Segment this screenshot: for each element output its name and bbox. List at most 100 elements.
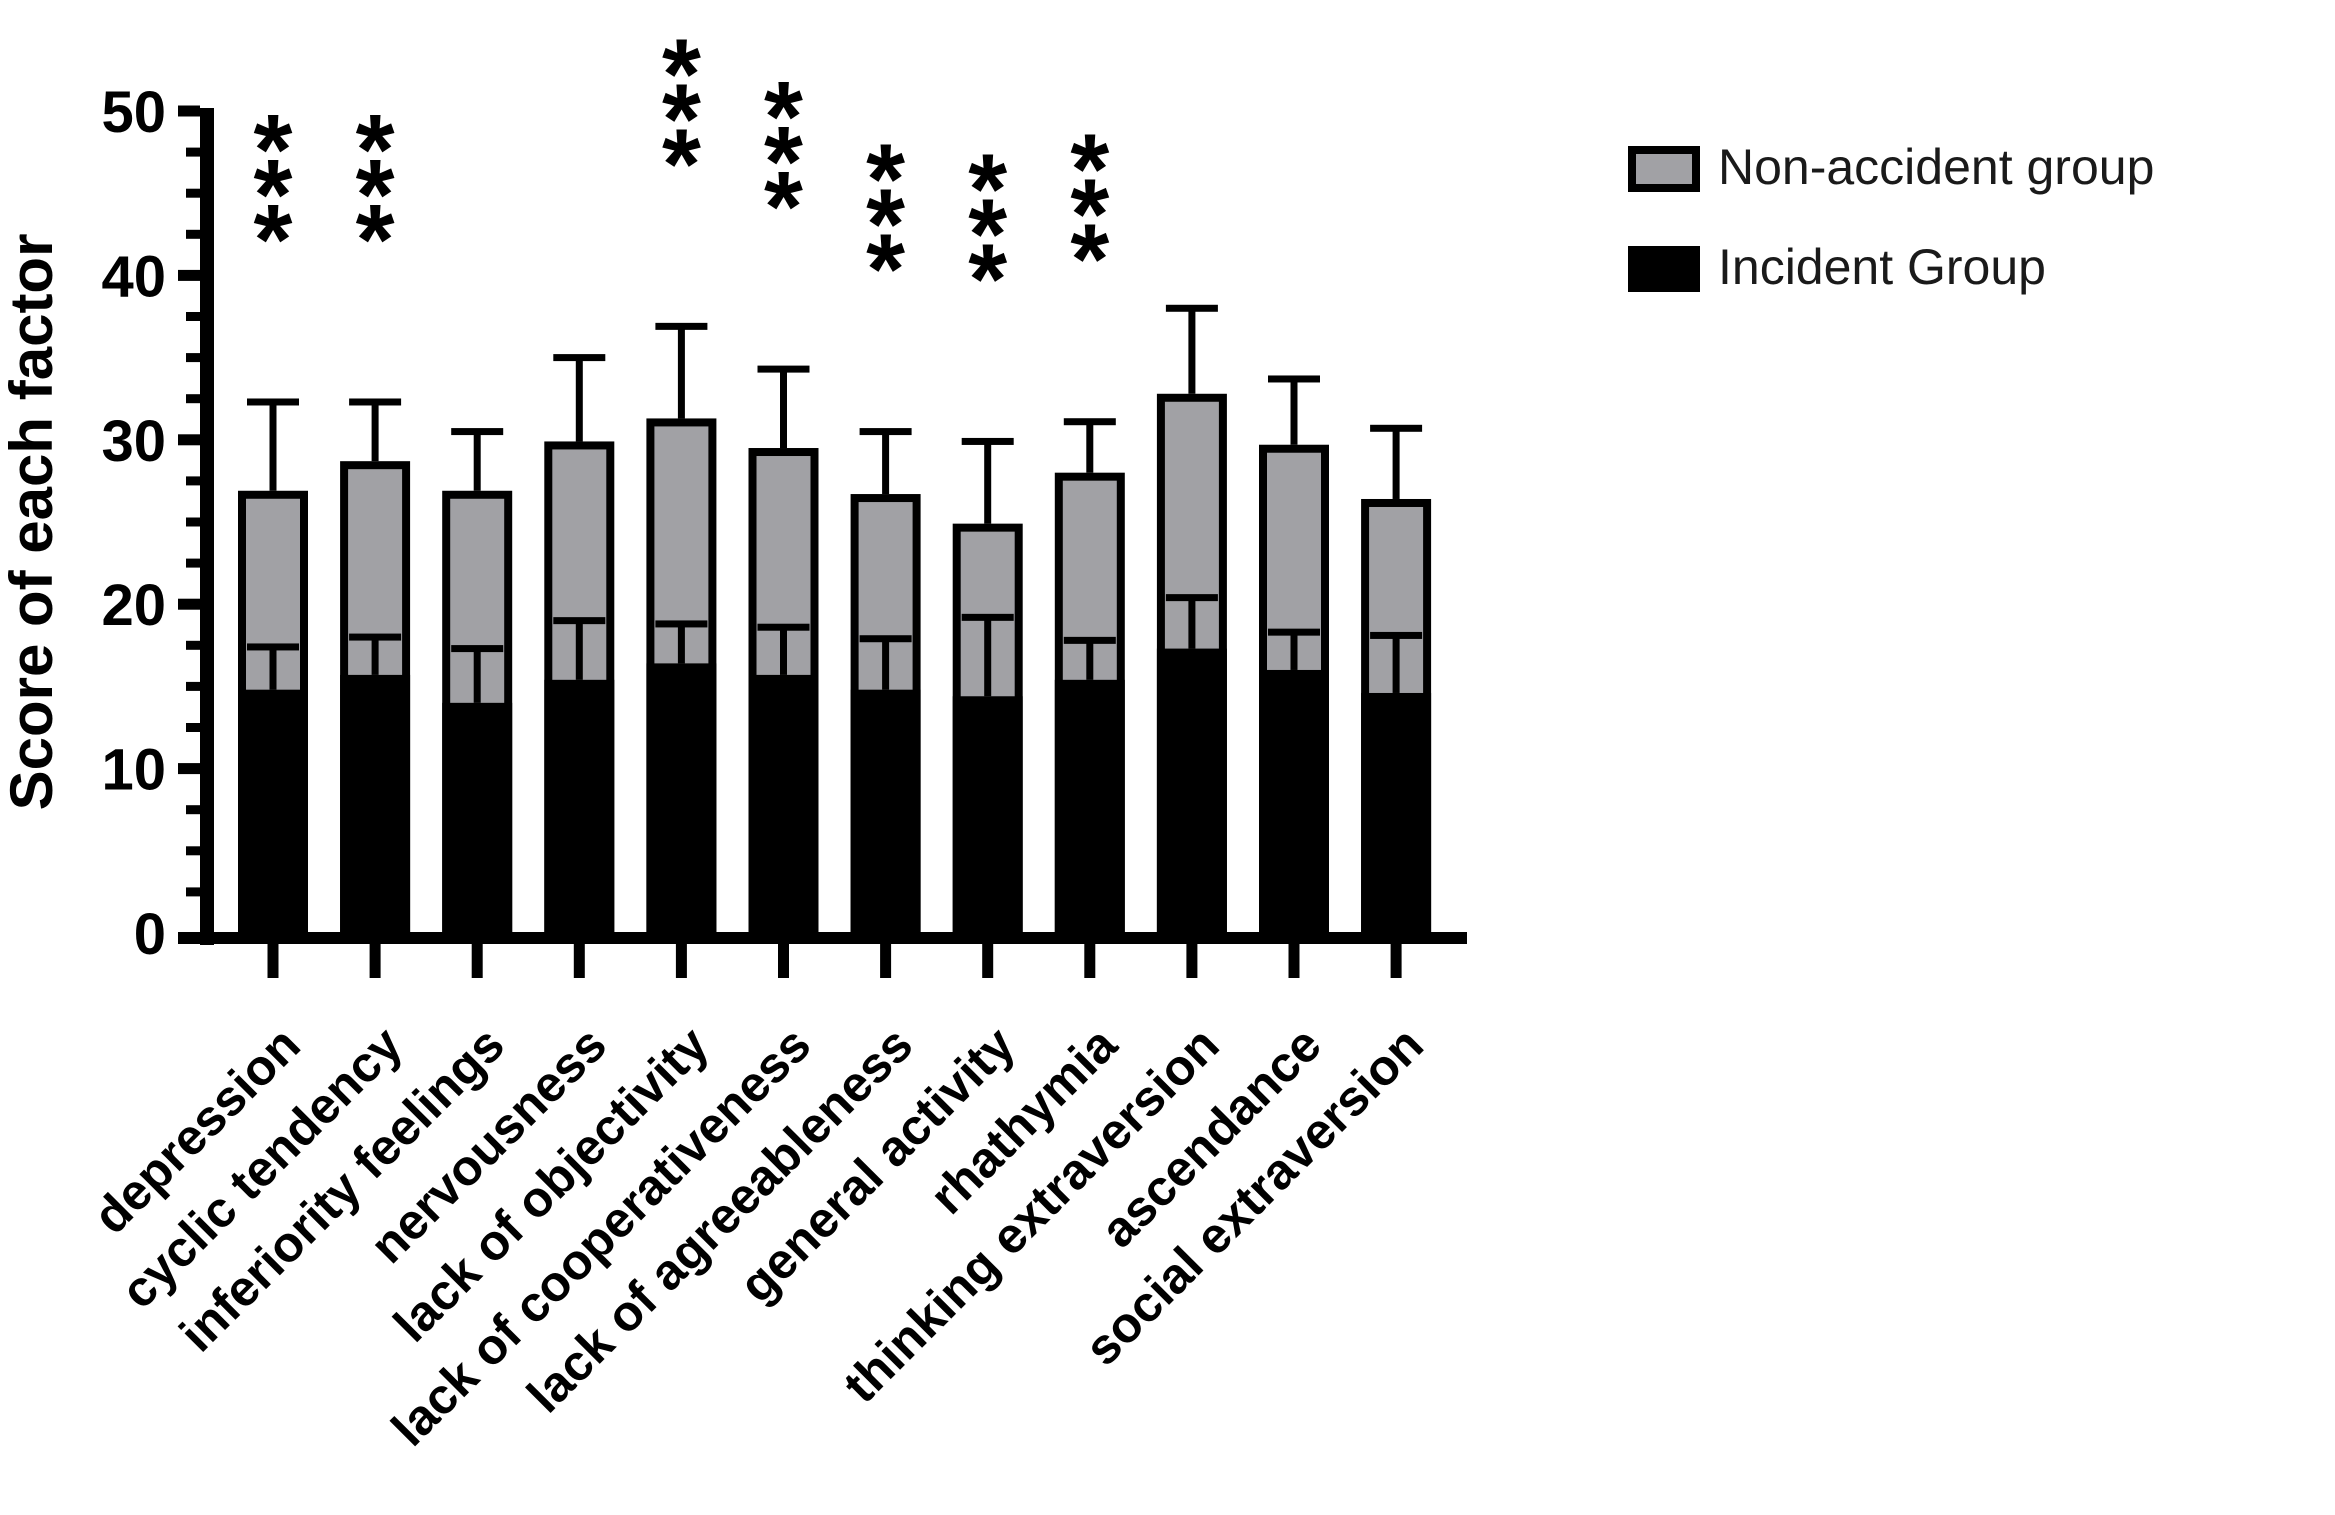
- error-bar-inc: [1086, 640, 1094, 680]
- x-axis-line: [178, 932, 1467, 944]
- y-axis-spine: [200, 108, 214, 945]
- error-bar-non: [371, 401, 379, 462]
- incident-bar: [442, 702, 513, 933]
- error-bar-cap-non: [655, 322, 708, 330]
- y-minor-tick: [186, 681, 200, 691]
- error-bar-cap-non: [961, 437, 1014, 445]
- y-major-tick: [178, 269, 200, 281]
- significance-asterisk: *: [662, 18, 701, 130]
- error-bar-cap-non: [1268, 375, 1320, 383]
- error-bar-non: [1392, 428, 1400, 499]
- significance-asterisk: *: [866, 214, 905, 326]
- error-bar-cap-non: [1063, 418, 1116, 426]
- y-minor-tick: [186, 723, 200, 732]
- error-bar-cap-non: [247, 398, 299, 406]
- error-bar-inc: [1188, 597, 1196, 649]
- error-bar-inc: [677, 623, 685, 664]
- significance-asterisk: *: [968, 133, 1007, 245]
- significance-asterisk: *: [764, 61, 803, 173]
- significance-asterisk: *: [356, 139, 395, 251]
- incident-bar: [646, 663, 717, 933]
- error-bar-non: [575, 357, 583, 442]
- x-tick: [267, 944, 279, 978]
- x-tick: [1390, 944, 1402, 978]
- error-bar-non: [1290, 378, 1298, 445]
- legend: Non-accident group Incident Group: [1628, 142, 2154, 296]
- error-bar-non: [882, 431, 890, 495]
- y-tick-label: 0: [134, 902, 166, 967]
- error-bar-non: [677, 326, 685, 419]
- incident-bar: [1054, 679, 1125, 933]
- y-minor-tick: [186, 188, 200, 198]
- y-minor-tick: [186, 846, 200, 856]
- error-bar-cap-non: [1370, 424, 1423, 432]
- x-tick: [982, 944, 994, 978]
- incident-bar: [1361, 692, 1432, 933]
- legend-label-incident: Incident Group: [1718, 239, 2046, 295]
- error-bar-inc: [984, 617, 992, 697]
- y-tick-label: 50: [101, 80, 166, 145]
- error-bar-cap-inc: [247, 643, 299, 651]
- error-bar-inc: [1392, 635, 1400, 693]
- significance-asterisk: *: [968, 178, 1007, 290]
- error-bar-cap-non: [553, 354, 606, 362]
- error-bar-cap-non: [757, 365, 810, 373]
- error-bar-cap-inc: [349, 633, 402, 641]
- error-bar-inc: [371, 637, 379, 675]
- y-minor-tick: [186, 887, 200, 897]
- x-tick: [1186, 944, 1198, 978]
- y-minor-tick: [186, 558, 200, 568]
- legend-item-non-accident: Non-accident group: [1628, 142, 2154, 196]
- error-bar-non: [1086, 421, 1094, 473]
- error-bar-cap-inc: [451, 645, 504, 653]
- y-tick-label: 40: [101, 244, 166, 309]
- error-bar-cap-inc: [655, 620, 708, 628]
- significance-asterisk: *: [662, 108, 701, 220]
- error-bar-cap-non: [1165, 304, 1218, 312]
- x-tick: [369, 944, 381, 978]
- significance-asterisk: *: [1070, 114, 1109, 226]
- y-minor-tick: [186, 805, 200, 815]
- incident-bar: [952, 696, 1023, 933]
- legend-swatch-non-accident: [1628, 146, 1700, 192]
- error-bar-cap-non: [349, 398, 402, 406]
- error-bar-inc: [780, 627, 787, 675]
- error-bar-non: [473, 431, 481, 491]
- y-minor-tick: [186, 147, 200, 157]
- significance-asterisk: *: [1070, 204, 1109, 316]
- incident-bar: [238, 689, 308, 933]
- incident-bar: [1259, 669, 1329, 933]
- y-tick-label: 10: [101, 738, 166, 803]
- x-tick: [1288, 944, 1300, 978]
- error-bar-cap-inc: [1370, 631, 1423, 639]
- y-minor-tick: [186, 312, 200, 321]
- error-bar-inc: [473, 648, 481, 703]
- y-major-tick: [178, 763, 200, 775]
- legend-swatch-incident: [1628, 246, 1700, 292]
- y-major-tick: [178, 105, 200, 117]
- significance-asterisk: *: [764, 151, 803, 263]
- error-bar-non: [269, 401, 277, 491]
- incident-bar: [1156, 648, 1227, 933]
- y-major-tick: [178, 598, 200, 610]
- significance-asterisk: *: [254, 184, 293, 296]
- error-bar-inc: [575, 620, 583, 680]
- error-bar-cap-inc: [961, 613, 1014, 621]
- significance-asterisk: *: [356, 94, 395, 206]
- legend-label-non-accident: Non-accident group: [1718, 139, 2155, 195]
- significance-asterisk: *: [662, 63, 701, 175]
- significance-asterisk: *: [764, 106, 803, 218]
- significance-asterisk: *: [866, 124, 905, 236]
- error-bar-inc: [1290, 632, 1298, 670]
- x-tick: [573, 944, 585, 978]
- error-bar-cap-inc: [757, 623, 810, 631]
- y-minor-tick: [186, 476, 200, 486]
- y-minor-tick: [186, 229, 200, 239]
- error-bar-cap-non: [451, 428, 504, 436]
- error-bar-non: [1188, 308, 1196, 394]
- error-bar-inc: [269, 646, 277, 690]
- incident-bar: [544, 679, 615, 933]
- significance-asterisk: *: [866, 169, 905, 281]
